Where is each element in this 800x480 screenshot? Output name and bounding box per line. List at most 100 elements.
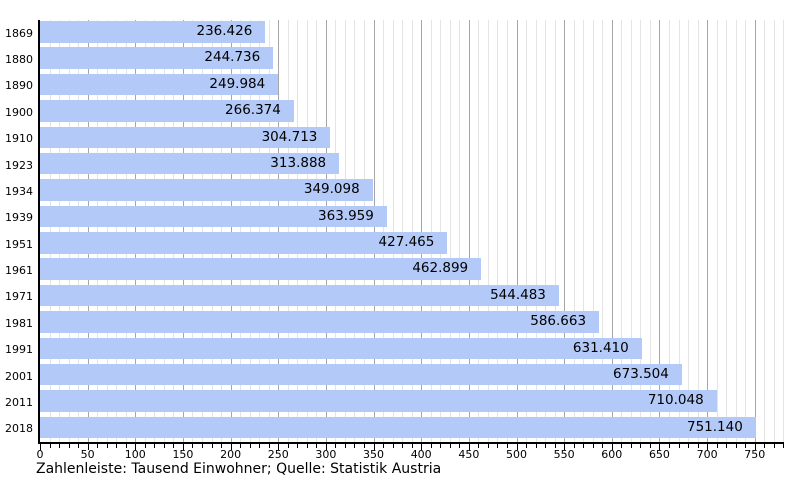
minor-tick [49, 444, 51, 448]
x-tick-label: 300 [315, 448, 337, 461]
minor-gridline [344, 20, 346, 442]
major-tick [611, 444, 613, 450]
minor-gridline [163, 20, 165, 442]
year-label: 1869 [5, 26, 33, 40]
minor-tick [221, 444, 223, 448]
minor-tick [383, 444, 385, 448]
minor-gridline [173, 20, 175, 442]
minor-gridline [726, 20, 728, 442]
major-tick [230, 444, 232, 450]
minor-gridline [411, 20, 413, 442]
minor-gridline [116, 20, 118, 442]
minor-gridline [678, 20, 680, 442]
minor-gridline [392, 20, 394, 442]
minor-gridline [602, 20, 604, 442]
bar-value-label: 236.426 [196, 23, 253, 39]
minor-tick [306, 444, 308, 448]
major-tick [516, 444, 518, 450]
chart-caption: Zahlenleiste: Tausend Einwohner; Quelle:… [36, 461, 442, 477]
y-axis-year-labels: 1869 1880 1890 1900 1910 1923 1934 1939 1951 1961… [0, 20, 33, 442]
minor-tick [144, 444, 146, 448]
minor-gridline [506, 20, 508, 442]
minor-tick [430, 444, 432, 448]
minor-tick [335, 444, 337, 448]
year-label: 1890 [5, 79, 33, 93]
major-gridline [230, 20, 232, 442]
minor-gridline [354, 20, 356, 442]
major-tick [135, 444, 137, 450]
bar-value-label: 266.374 [225, 102, 281, 119]
year-label: 1880 [5, 53, 33, 67]
minor-gridline [249, 20, 251, 442]
minor-gridline [583, 20, 585, 442]
minor-gridline [649, 20, 651, 442]
year-label: 1961 [5, 264, 33, 278]
minor-gridline [364, 20, 366, 442]
major-gridline [754, 20, 756, 442]
minor-tick [602, 444, 604, 448]
bar-value-label: 349.098 [303, 181, 360, 198]
minor-gridline [545, 20, 547, 442]
bar: 349.098 [40, 179, 373, 201]
minor-tick [478, 444, 480, 448]
bar: 586.663 [40, 311, 600, 333]
year-label: 2001 [5, 369, 33, 383]
minor-tick [783, 444, 785, 448]
minor-gridline [240, 20, 242, 442]
year-label: 1971 [5, 290, 33, 304]
minor-tick [163, 444, 165, 448]
minor-tick [259, 444, 261, 448]
minor-tick [440, 444, 442, 448]
minor-tick [316, 444, 318, 448]
minor-tick [726, 444, 728, 448]
minor-gridline [306, 20, 308, 442]
major-tick [278, 444, 280, 450]
minor-tick [735, 444, 737, 448]
minor-gridline [592, 20, 594, 442]
minor-gridline [697, 20, 699, 442]
minor-tick [459, 444, 461, 448]
minor-gridline [202, 20, 203, 442]
minor-tick [764, 444, 766, 448]
bar: 710.048 [40, 390, 717, 412]
minor-gridline [573, 20, 575, 442]
minor-tick [545, 444, 547, 448]
x-tick-label: 250 [267, 448, 289, 461]
minor-tick [592, 444, 594, 448]
minor-tick [211, 444, 213, 448]
major-gridline [611, 20, 613, 442]
minor-tick [97, 444, 99, 448]
year-label: 1910 [5, 132, 33, 146]
minor-gridline [125, 20, 127, 442]
minor-gridline [440, 20, 442, 442]
minor-tick [240, 444, 242, 448]
minor-gridline [783, 20, 785, 442]
major-gridline [659, 20, 661, 442]
minor-gridline [430, 20, 432, 442]
minor-gridline [554, 20, 556, 442]
major-gridline [182, 20, 184, 442]
minor-tick [554, 444, 556, 448]
minor-gridline [383, 20, 385, 442]
bar: 363.959 [40, 205, 387, 228]
year-label: 1923 [5, 158, 33, 172]
minor-gridline [192, 20, 194, 442]
minor-gridline [59, 20, 61, 442]
minor-gridline [402, 20, 404, 442]
major-gridline [421, 20, 423, 442]
minor-gridline [487, 20, 489, 442]
x-tick-label: 550 [553, 448, 575, 461]
major-tick [754, 444, 756, 450]
major-tick [182, 444, 184, 450]
minor-tick [154, 444, 156, 448]
major-gridline [325, 20, 327, 442]
x-tick-label: 450 [458, 448, 480, 461]
year-label: 1934 [5, 184, 33, 198]
minor-tick [697, 444, 699, 448]
major-tick [659, 444, 661, 450]
minor-tick [773, 444, 775, 448]
minor-tick [668, 444, 670, 448]
bar: 313.888 [40, 152, 340, 175]
bar: 544.483 [40, 284, 559, 307]
major-gridline [373, 20, 375, 442]
